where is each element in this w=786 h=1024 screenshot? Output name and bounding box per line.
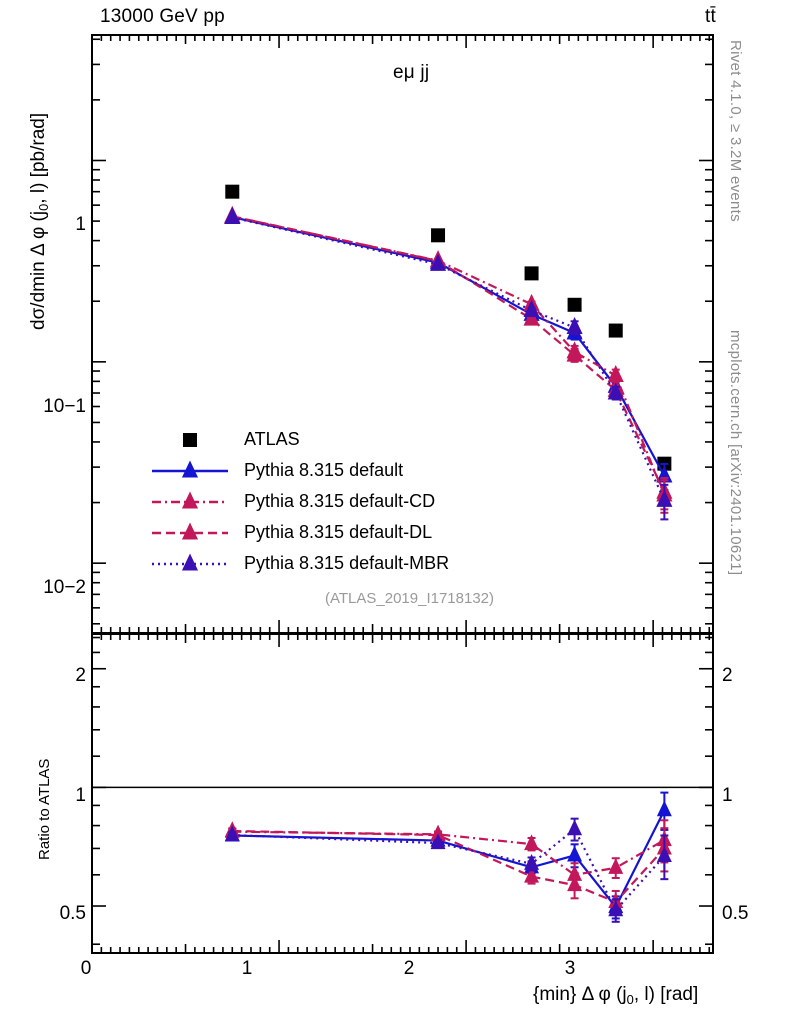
legend-label-2: Pythia 8.315 default-CD (244, 491, 436, 511)
y-tick-main-1: 10−1 (36, 396, 86, 418)
x-tick-2: 2 (403, 958, 415, 979)
legend-row[interactable]: Pythia 8.315 default-MBR (150, 548, 449, 579)
legend-row[interactable]: Pythia 8.315 default-CD (150, 486, 449, 517)
y-tick-ratio-right-0: 2 (722, 665, 733, 686)
y-tick-ratio-left-0: 2 (75, 665, 86, 686)
header-right: tt̄ (705, 6, 716, 27)
x-tick-1: 1 (241, 958, 253, 979)
legend-marker-cd (152, 491, 228, 509)
plot-subtitle: eμ jj (393, 62, 430, 83)
legend-marker-atlas (183, 432, 197, 447)
x-tick-3: 3 (564, 958, 576, 979)
dataset-watermark: (ATLAS_2019_I1718132) (325, 590, 495, 607)
legend-row[interactable]: ATLAS (150, 424, 449, 455)
legend-marker-mbr (152, 553, 228, 571)
y-tick-ratio-right-2: 0.5 (722, 903, 749, 924)
legend-label-0: ATLAS (244, 429, 300, 449)
x-tick-0: 0 (80, 958, 92, 979)
y-tick-main-2: 10−2 (36, 577, 86, 599)
y-tick-ratio-right-1: 1 (722, 785, 733, 806)
y-tick-main-1-text: 10−1 (43, 396, 86, 417)
legend-marker-dl (152, 522, 228, 540)
x-axis-title: {min} Δ φ (j0, l) [rad] (533, 984, 698, 1007)
legend-row[interactable]: Pythia 8.315 default (150, 455, 449, 486)
legend: ATLAS Pythia 8.315 default Pythia 8.315 … (150, 424, 449, 579)
legend-marker-default (152, 460, 228, 478)
legend-label-1: Pythia 8.315 default (244, 460, 404, 480)
x-axis-title-sub: 0 (626, 992, 634, 1008)
y-tick-ratio-left-2: 0.5 (59, 903, 86, 924)
legend-row[interactable]: Pythia 8.315 default-DL (150, 517, 449, 548)
x-axis-title-part-b: , l) [rad] (633, 984, 699, 1005)
y-tick-main-2-text: 10−2 (43, 577, 86, 598)
legend-label-4: Pythia 8.315 default-MBR (244, 553, 450, 573)
y-tick-ratio-left-1: 1 (75, 785, 86, 806)
header-left: 13000 GeV pp (100, 6, 225, 27)
x-axis-title-part-a: {min} Δ φ (j (533, 984, 627, 1005)
y-tick-main-0: 1 (75, 214, 86, 235)
legend-label-3: Pythia 8.315 default-DL (244, 522, 433, 542)
